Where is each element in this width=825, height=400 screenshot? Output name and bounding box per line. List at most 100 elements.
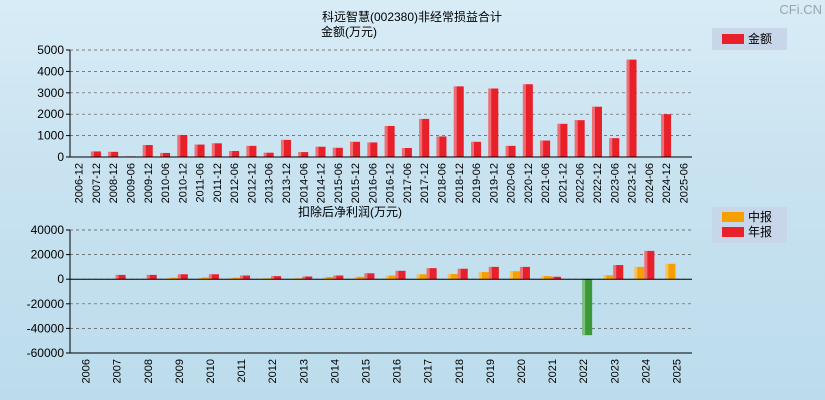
x-tick-label: 2013 (298, 359, 310, 383)
x-tick-label: 2012 (267, 359, 279, 383)
x-tick-label: 2025-06 (678, 163, 690, 203)
x-tick-label: 2009-06 (125, 163, 137, 203)
x-tick-label: 2025 (671, 359, 683, 383)
bar-interim-2019 (478, 272, 489, 280)
chart-2: 扣除后净利润(万元) 40000 20000 0 -20000 -40000 -60000… (27, 204, 787, 383)
bar-amount-2010-06-highlight (160, 152, 164, 157)
x-tick-label: 2007-12 (91, 163, 103, 203)
x-tick-label: 2023-06 (609, 163, 621, 203)
x-tick-label: 2018-06 (436, 163, 448, 203)
x-tick-label: 2022 (578, 359, 590, 383)
bar-amount-2009-12 (142, 145, 153, 157)
x-tick-label: 2021-06 (540, 163, 552, 203)
bar-annual-2019-highlight (488, 266, 492, 280)
bar-interim-2018-highlight (447, 274, 451, 280)
bar-annual-2008 (146, 274, 157, 280)
y-tick-label: 0 (57, 150, 64, 164)
bar-annual-2011 (240, 275, 251, 280)
x-tick-label: 2016-06 (367, 163, 379, 203)
x-tick-label: 2023-12 (627, 163, 639, 203)
y-tick-label: 0 (57, 272, 64, 286)
bar-amount-2020-12-highlight (522, 84, 526, 157)
bar-annual-2012-highlight (271, 276, 275, 280)
bar-annual-2016 (395, 270, 406, 280)
bar-annual-2017 (426, 268, 437, 280)
x-tick-label: 2012-12 (246, 163, 258, 203)
bar-amount-2013-06 (263, 152, 274, 157)
x-tick-label: 2017 (423, 359, 435, 383)
bar-amount-2016-06-highlight (367, 142, 371, 157)
legend-swatch-annual (722, 227, 744, 237)
bar-annual-2023-highlight (613, 265, 617, 280)
x-tick-label: 2021 (547, 359, 559, 383)
bar-amount-2017-06-highlight (401, 148, 405, 157)
bar-amount-2015-06 (332, 147, 343, 157)
bar-interim-2025 (665, 263, 676, 280)
bar-amount-2009-12-highlight (142, 145, 146, 157)
bar-amount-2019-06 (471, 141, 482, 157)
bar-interim-2014-highlight (323, 276, 327, 280)
x-tick-label: 2007 (112, 359, 124, 383)
bar-interim-2024-highlight (634, 266, 638, 280)
bar-interim-2014 (323, 276, 334, 280)
y-tick-label: 40000 (31, 223, 65, 237)
x-tick-label: 2010-06 (160, 163, 172, 203)
chart-1-legend: 金额 (712, 28, 787, 50)
bar-interim-2017 (416, 274, 427, 280)
legend-swatch-interim (722, 212, 744, 222)
chart-2-legend: 中报 年报 (712, 207, 787, 243)
bar-amount-2023-06 (609, 138, 620, 157)
x-tick-label: 2015-12 (350, 163, 362, 203)
bar-interim-2018 (447, 274, 458, 280)
chart-1-title: 科远智慧(002380)非经常损益合计 (322, 9, 502, 24)
x-tick-label: 2009-12 (143, 163, 155, 203)
bar-amount-2020-06-highlight (505, 145, 509, 157)
bar-annual-2007-highlight (115, 274, 119, 280)
x-tick-label: 2006-12 (74, 163, 86, 203)
x-tick-label: 2012-06 (229, 163, 241, 203)
x-tick-label: 2017-06 (402, 163, 414, 203)
bar-amount-2024-12-highlight (661, 114, 665, 157)
y-tick-label: 2000 (37, 107, 64, 121)
bar-amount-2013-12 (280, 139, 291, 157)
x-tick-label: 2016-12 (385, 163, 397, 203)
bar-amount-2021-12 (557, 123, 568, 157)
bar-amount-2023-12 (626, 59, 637, 157)
bar-amount-2013-12-highlight (280, 139, 284, 157)
x-tick-label: 2019-12 (488, 163, 500, 203)
bar-annual-2016-highlight (395, 270, 399, 280)
bar-annual-2014 (333, 275, 344, 280)
x-tick-label: 2015-06 (333, 163, 345, 203)
bar-amount-2021-06-highlight (540, 140, 544, 157)
bar-interim-2015 (354, 276, 365, 280)
bar-interim-2016-highlight (385, 275, 389, 280)
chart-2-title: 扣除后净利润(万元) (298, 204, 402, 219)
bar-amount-2021-06 (540, 140, 551, 157)
bar-annual-2008-highlight (146, 274, 150, 280)
bar-amount-2016-06 (367, 142, 378, 157)
bar-amount-2018-06-highlight (436, 136, 440, 157)
bar-amount-2018-06 (436, 136, 447, 157)
bar-annual-2015-highlight (364, 273, 368, 280)
x-tick-label: 2023 (609, 359, 621, 383)
bar-amount-2018-12-highlight (453, 86, 457, 157)
bar-amount-2016-12 (384, 125, 395, 157)
bar-amount-2015-12 (350, 141, 361, 157)
x-tick-label: 2020-12 (523, 163, 535, 203)
bar-amount-2012-06-highlight (229, 151, 233, 157)
bar-annual-2012 (271, 276, 282, 280)
chart-1-y-ticks: 5000 4000 3000 2000 1000 0 (37, 43, 64, 164)
y-tick-label: 4000 (37, 64, 64, 78)
bar-amount-2021-12-highlight (557, 123, 561, 157)
bar-amount-2020-06 (505, 145, 516, 157)
bar-annual-2023 (613, 265, 624, 280)
x-tick-label: 2008-12 (108, 163, 120, 203)
bar-annual-2024-highlight (644, 250, 648, 280)
x-tick-label: 2015 (360, 359, 372, 383)
x-tick-label: 2021-12 (557, 163, 569, 203)
bar-interim-2021-highlight (541, 276, 545, 280)
bar-amount-2011-06 (194, 144, 205, 157)
bar-interim-2024 (634, 266, 645, 280)
x-tick-label: 2010 (205, 359, 217, 383)
y-tick-label: 5000 (37, 43, 64, 57)
